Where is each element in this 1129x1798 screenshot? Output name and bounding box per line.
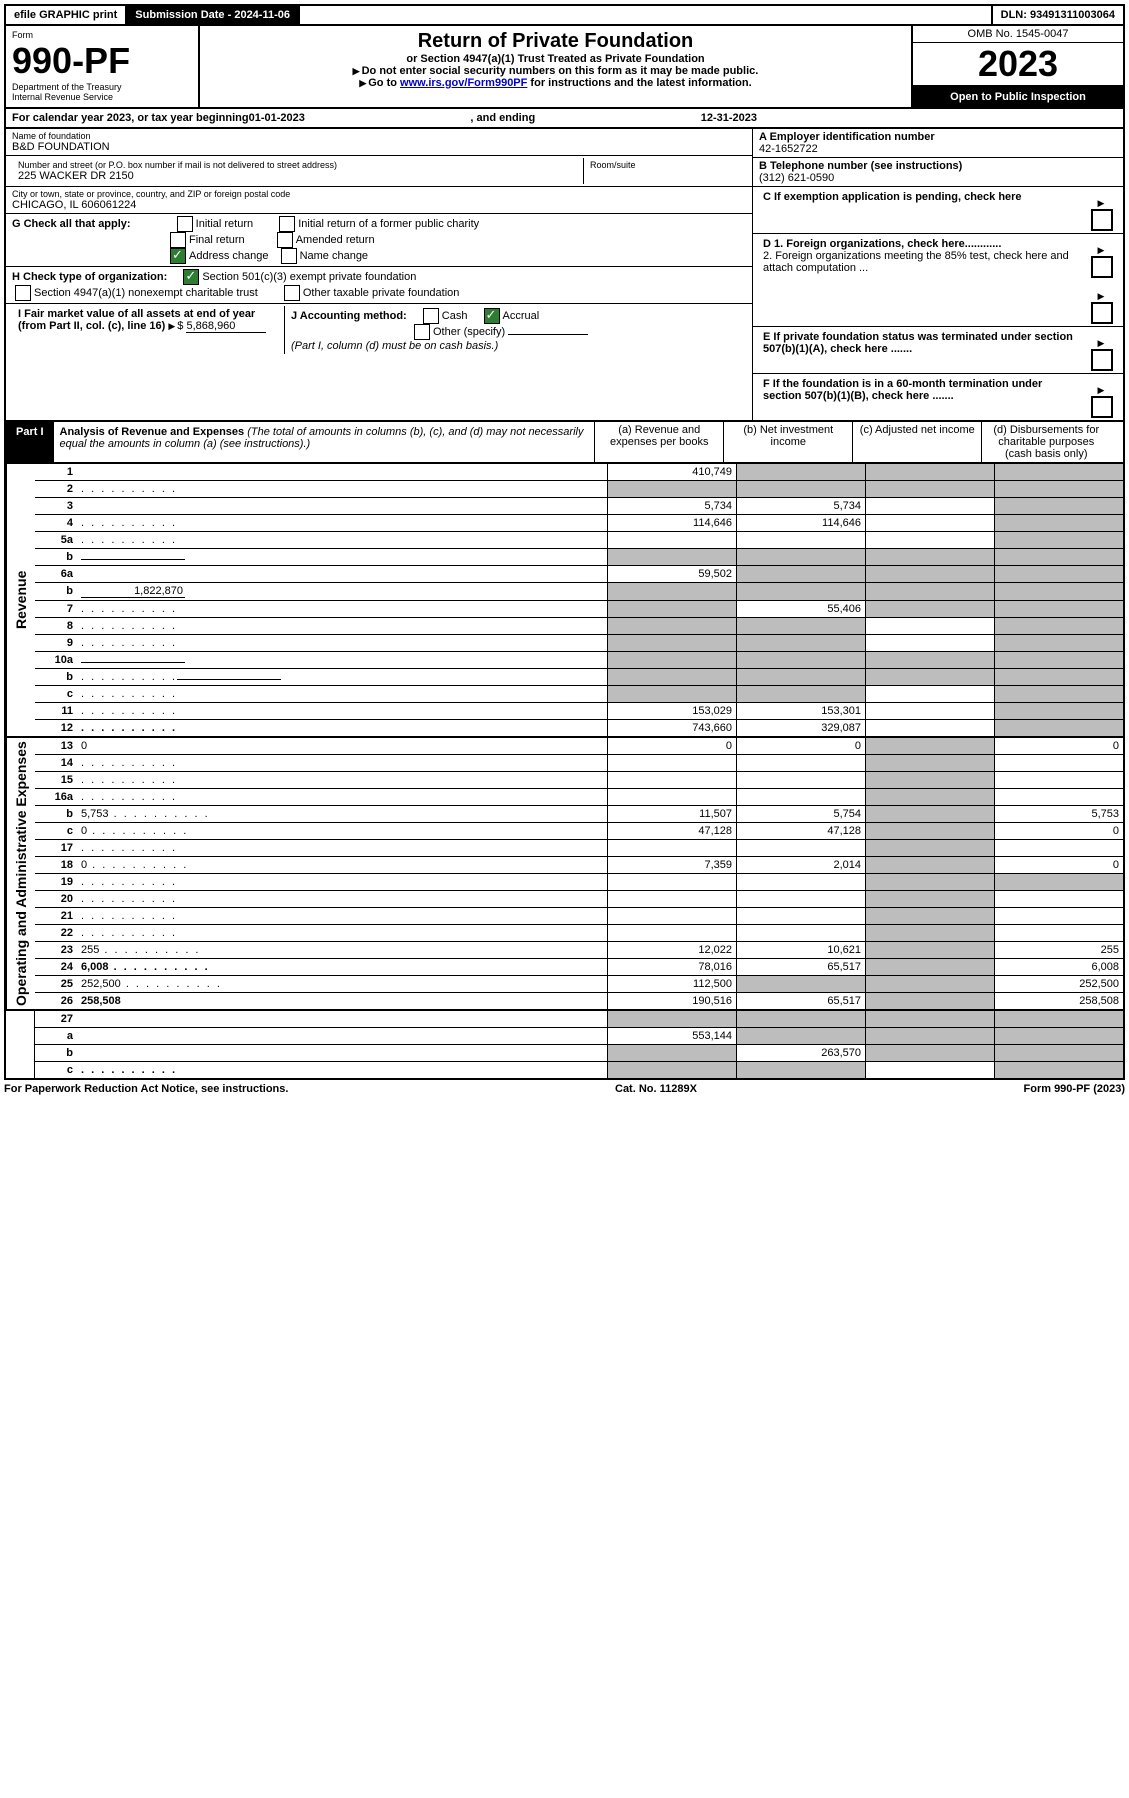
city-label: City or town, state or province, country… <box>12 189 746 199</box>
table-row: 2 <box>35 480 1123 497</box>
table-row: 1410,749 <box>35 464 1123 480</box>
col-b-header: (b) Net investment income <box>723 422 852 462</box>
col-d-header: (d) Disbursements for charitable purpose… <box>981 422 1110 462</box>
dept-label: Department of the Treasury <box>12 82 192 92</box>
table-row: c047,12847,1280 <box>35 822 1123 839</box>
table-row: 4114,646114,646 <box>35 514 1123 531</box>
ein-value: 42-1652722 <box>759 143 818 155</box>
topbar-spacer <box>300 6 993 24</box>
b-label: B Telephone number (see instructions) <box>759 160 962 172</box>
table-row: b1,822,870 <box>35 582 1123 600</box>
table-row: c <box>35 1061 1123 1078</box>
table-row: 6a59,502 <box>35 565 1123 582</box>
dln: DLN: 93491311003064 <box>993 6 1123 24</box>
form-number: 990-PF <box>12 40 192 82</box>
table-row: 22 <box>35 924 1123 941</box>
table-row: a553,144 <box>35 1027 1123 1044</box>
table-row: 755,406 <box>35 600 1123 617</box>
phone-value: (312) 621-0590 <box>759 172 834 184</box>
name-label: Name of foundation <box>12 131 746 141</box>
table-row: 8 <box>35 617 1123 634</box>
form-label: Form <box>12 30 192 40</box>
table-row: 16a <box>35 788 1123 805</box>
table-row: 14 <box>35 754 1123 771</box>
open-to-public: Open to Public Inspection <box>913 87 1123 107</box>
part1-title: Analysis of Revenue and Expenses <box>60 426 245 438</box>
revenue-label: Revenue <box>6 464 35 736</box>
street-address: 225 WACKER DR 2150 <box>18 170 577 182</box>
form-subtitle: or Section 4947(a)(1) Trust Treated as P… <box>204 53 907 65</box>
col-a-header: (a) Revenue and expenses per books <box>594 422 723 462</box>
j-note: (Part I, column (d) must be on cash basi… <box>291 340 498 352</box>
table-row: 21 <box>35 907 1123 924</box>
info-grid: Name of foundation B&D FOUNDATION Number… <box>4 129 1125 422</box>
table-row: 20 <box>35 890 1123 907</box>
fmv-value: 5,868,960 <box>186 320 266 333</box>
footer-right: Form 990-PF (2023) <box>1024 1083 1126 1095</box>
goto-line: Go to www.irs.gov/Form990PF for instruct… <box>204 77 907 89</box>
table-row: 130000 <box>35 738 1123 754</box>
page-footer: For Paperwork Reduction Act Notice, see … <box>4 1080 1125 1098</box>
footer-mid: Cat. No. 11289X <box>615 1083 697 1095</box>
city-state-zip: CHICAGO, IL 606061224 <box>12 199 746 211</box>
foundation-name: B&D FOUNDATION <box>12 141 746 153</box>
expenses-label: Operating and Administrative Expenses <box>6 738 35 1009</box>
omb-number: OMB No. 1545-0047 <box>913 26 1123 43</box>
table-row: b <box>35 668 1123 685</box>
table-row: 9 <box>35 634 1123 651</box>
c-label: C If exemption application is pending, c… <box>763 191 1022 203</box>
table-row: 12743,660329,087 <box>35 719 1123 736</box>
table-row: 35,7345,734 <box>35 497 1123 514</box>
table-row: b <box>35 548 1123 565</box>
table-row: b5,75311,5075,7545,753 <box>35 805 1123 822</box>
col-c-header: (c) Adjusted net income <box>852 422 981 462</box>
table-row: 246,00878,01665,5176,008 <box>35 958 1123 975</box>
expenses-section: Operating and Administrative Expenses 13… <box>4 738 1125 1011</box>
j-label: J Accounting method: <box>291 310 407 322</box>
table-row: c <box>35 685 1123 702</box>
footer-left: For Paperwork Reduction Act Notice, see … <box>4 1083 288 1095</box>
d2-label: 2. Foreign organizations meeting the 85%… <box>763 250 1069 274</box>
form990pf-link[interactable]: www.irs.gov/Form990PF <box>400 77 527 89</box>
a-label: A Employer identification number <box>759 131 935 143</box>
irs-label: Internal Revenue Service <box>12 92 192 102</box>
table-row: 25252,500112,500252,500 <box>35 975 1123 992</box>
table-row: 27 <box>35 1011 1123 1027</box>
d1-label: D 1. Foreign organizations, check here..… <box>763 238 1001 250</box>
tax-year: 2023 <box>913 43 1123 87</box>
net-section: 27a553,144b263,570c <box>4 1011 1125 1080</box>
f-label: F If the foundation is in a 60-month ter… <box>763 378 1042 402</box>
g-label: G Check all that apply: <box>12 218 131 230</box>
efile-label: efile GRAPHIC print <box>6 6 127 24</box>
room-label: Room/suite <box>590 160 740 170</box>
addr-label: Number and street (or P.O. box number if… <box>18 160 577 170</box>
table-row: 2325512,02210,621255 <box>35 941 1123 958</box>
table-row: 26258,508190,51665,517258,508 <box>35 992 1123 1009</box>
table-row: 11153,029153,301 <box>35 702 1123 719</box>
table-row: 17 <box>35 839 1123 856</box>
part1-header: Part I Analysis of Revenue and Expenses … <box>4 422 1125 464</box>
calendar-year-row: For calendar year 2023, or tax year begi… <box>4 109 1125 129</box>
revenue-section: Revenue 1410,749235,7345,7344114,646114,… <box>4 464 1125 738</box>
submission-date: Submission Date - 2024-11-06 <box>127 6 300 24</box>
form-title: Return of Private Foundation <box>204 30 907 53</box>
part1-label: Part I <box>6 422 54 462</box>
e-label: E If private foundation status was termi… <box>763 331 1073 355</box>
table-row: 5a <box>35 531 1123 548</box>
table-row: b263,570 <box>35 1044 1123 1061</box>
table-row: 1807,3592,0140 <box>35 856 1123 873</box>
table-row: 15 <box>35 771 1123 788</box>
top-bar: efile GRAPHIC print Submission Date - 20… <box>4 4 1125 26</box>
ssn-warning: Do not enter social security numbers on … <box>204 65 907 77</box>
table-row: 19 <box>35 873 1123 890</box>
table-row: 10a <box>35 651 1123 668</box>
h-label: H Check type of organization: <box>12 271 167 283</box>
form-header: Form 990-PF Department of the Treasury I… <box>4 26 1125 109</box>
